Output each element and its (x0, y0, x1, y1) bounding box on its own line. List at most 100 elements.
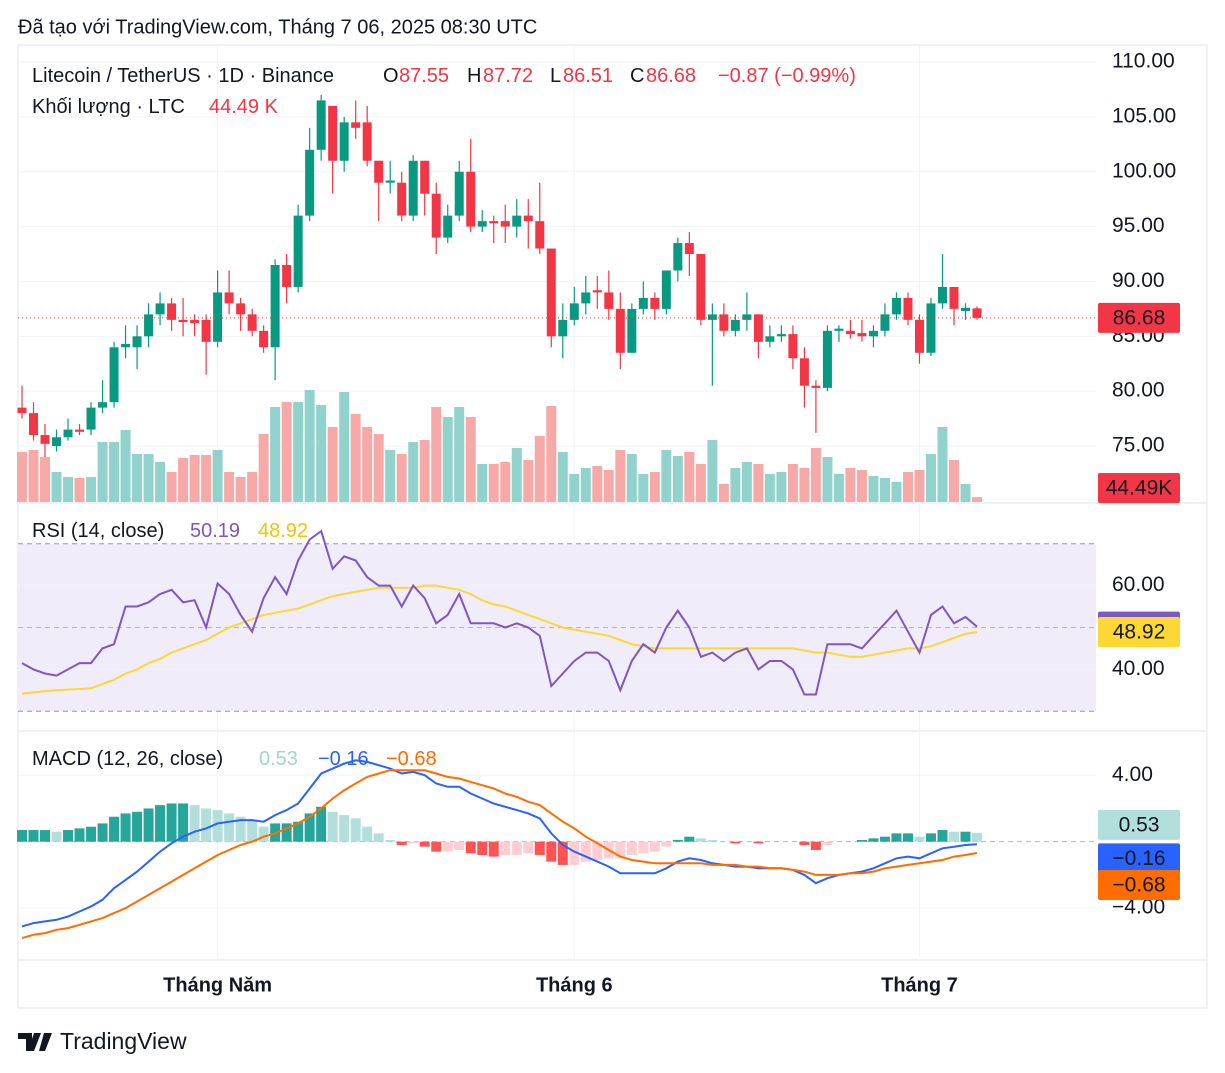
footer-logo: TradingView (60, 1028, 187, 1054)
histogram-bar (891, 833, 902, 842)
candle-body (765, 336, 775, 342)
volume-bar (741, 462, 752, 502)
histogram-bar (132, 811, 143, 842)
volume-bar (615, 450, 626, 502)
volume-badge-bg (1098, 473, 1180, 503)
volume-bar (937, 427, 948, 502)
histogram-bar (500, 841, 511, 855)
volume-bar (86, 477, 97, 502)
volume-bar (132, 454, 143, 502)
macd-title: MACD (12, 26, close) (32, 748, 223, 770)
histogram-bar (120, 813, 131, 842)
volume-bar (534, 436, 545, 502)
histogram-bar (178, 803, 189, 842)
histogram-bar (281, 823, 292, 842)
macd-line (21, 769, 978, 940)
volume-bar (396, 454, 407, 502)
histogram-bar (166, 803, 177, 842)
high-value: 87.72 (483, 65, 533, 87)
price-badge: 86.68 (1113, 306, 1166, 329)
candle-body (466, 171, 476, 227)
x-tick-label: Tháng 7 (881, 974, 958, 996)
change: −0.87 (−0.99%) (718, 65, 856, 87)
candle-body (822, 330, 832, 388)
histogram-bar (672, 840, 683, 842)
y-tick-label: 100.00 (1112, 159, 1176, 182)
histogram-bar (822, 841, 833, 845)
volume-bar (592, 466, 603, 502)
candle-body (857, 333, 867, 337)
y-tick-label: 80.00 (1112, 379, 1165, 402)
candle-body (523, 215, 533, 222)
rsi-line (21, 529, 978, 696)
candle-body (558, 319, 568, 337)
histogram-bar (948, 831, 959, 842)
volume-legend: Khối lượng · LTC 44.49 K (32, 96, 279, 118)
macd-line (21, 759, 978, 928)
volume-bar (523, 460, 534, 502)
histogram-bar (902, 833, 913, 842)
candle-body (604, 292, 614, 309)
y-tick-label: 4.00 (1112, 763, 1153, 786)
volume-badge: 44.49K (1106, 477, 1173, 500)
histogram-bar (879, 836, 890, 842)
histogram-value: 0.53 (259, 748, 298, 770)
histogram-bar (40, 830, 51, 842)
histogram-bar (189, 805, 200, 842)
histogram-bar (385, 840, 396, 842)
candle-body (638, 297, 648, 309)
histogram-bar (86, 826, 97, 842)
candle-body (397, 182, 407, 216)
histogram-bar (51, 831, 62, 842)
candle-body (661, 270, 671, 309)
volume-bar (419, 440, 430, 502)
candle-body (454, 171, 464, 216)
candle-body (535, 221, 545, 249)
candle-body (569, 303, 579, 320)
histogram-bar (350, 818, 361, 842)
histogram-bar (868, 838, 879, 842)
y-tick-label: 105.00 (1112, 104, 1176, 127)
volume-bar (730, 468, 741, 502)
volume-bar (764, 474, 775, 502)
candle-body (788, 334, 798, 359)
histogram-bar (695, 838, 706, 842)
candle-body (98, 402, 108, 408)
histogram-bar (925, 833, 936, 842)
volume-bar (810, 448, 821, 502)
header: Đã tạo với TradingView.com, Tháng 7 06, … (18, 16, 537, 38)
volume-bar (580, 468, 591, 502)
candle-body (546, 248, 556, 337)
candle-body (880, 314, 890, 331)
candle-body (339, 122, 349, 161)
volume-bar (661, 450, 672, 502)
candle-body (328, 105, 338, 161)
histogram-bar (707, 840, 718, 842)
volume-bar (327, 427, 338, 502)
histogram-bar (511, 841, 522, 855)
volume-bar (557, 452, 568, 502)
volume-bar (270, 407, 281, 502)
histogram-bar (649, 841, 660, 852)
volume-bar (511, 448, 522, 502)
symbol: Litecoin / TetherUS · 1D · Binance (32, 65, 334, 87)
histogram-bar (442, 841, 453, 852)
volume-bar (155, 462, 166, 502)
volume-bar (500, 462, 511, 502)
candle-body (305, 149, 315, 216)
volume-bar (40, 457, 51, 502)
volume-bar (454, 407, 465, 502)
histogram-bar (972, 832, 982, 842)
histogram-bar (212, 810, 223, 842)
front-layer: Đã tạo với TradingView.com, Tháng 7 06, … (18, 16, 1180, 1054)
histogram-bar (339, 815, 350, 842)
volume-bar (201, 455, 212, 502)
candle-body (443, 215, 453, 238)
label: L (550, 65, 561, 87)
volume-bar (51, 472, 62, 502)
candle-body (937, 286, 947, 304)
candle-body (224, 292, 234, 304)
volume-bar (546, 406, 557, 502)
candle-body (730, 319, 740, 331)
